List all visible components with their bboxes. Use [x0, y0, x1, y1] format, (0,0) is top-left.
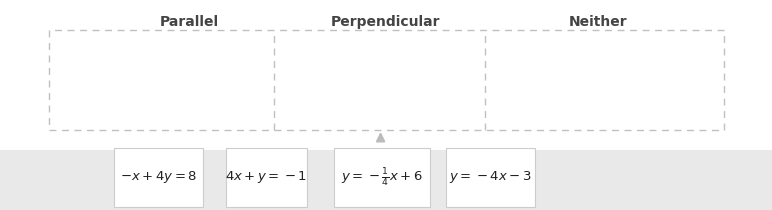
Text: $-x + 4y = 8$: $-x + 4y = 8$ — [120, 169, 197, 185]
Text: Parallel: Parallel — [160, 15, 218, 29]
Text: Perpendicular: Perpendicular — [331, 15, 441, 29]
Text: Neither: Neither — [569, 15, 628, 29]
FancyBboxPatch shape — [225, 148, 306, 207]
Bar — [0, 150, 772, 210]
Text: $4x + y = -1$: $4x + y = -1$ — [225, 169, 307, 185]
FancyBboxPatch shape — [114, 148, 202, 207]
FancyBboxPatch shape — [446, 148, 534, 207]
Text: $y = -\frac{1}{4}x + 6$: $y = -\frac{1}{4}x + 6$ — [341, 166, 423, 189]
Bar — [0, 0, 772, 150]
Text: $y = -4x - 3$: $y = -4x - 3$ — [449, 169, 532, 185]
FancyBboxPatch shape — [334, 148, 431, 207]
